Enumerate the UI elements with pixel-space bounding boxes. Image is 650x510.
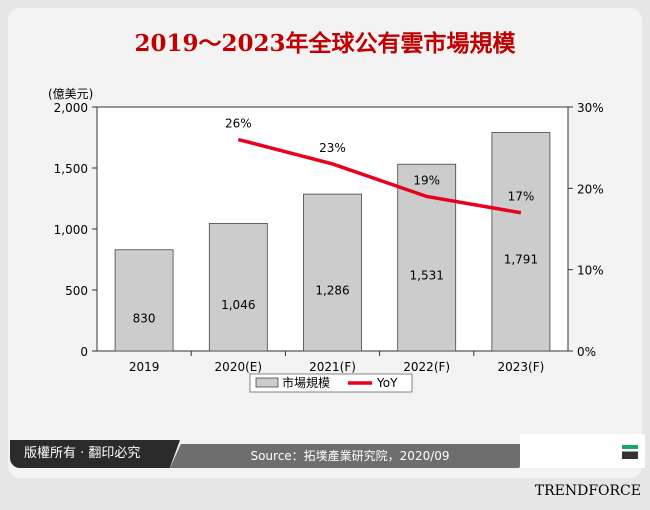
y-tick-label: 1,000 <box>54 223 88 237</box>
y-tick-label: 2,000 <box>54 101 88 115</box>
source: Source：拓墣產業研究院，2020/09 <box>170 444 530 468</box>
y-tick-label: 500 <box>65 284 88 298</box>
yoy-label: 19% <box>413 173 440 187</box>
y2-tick-label: 20% <box>577 182 604 196</box>
x-tick-label: 2022(F) <box>403 360 450 374</box>
x-tick-label: 2020(E) <box>215 360 262 374</box>
copyright: 版權所有 · 翻印必究 <box>10 440 180 468</box>
y2-tick-label: 30% <box>577 101 604 115</box>
x-tick-label: 2023(F) <box>497 360 544 374</box>
yoy-line <box>237 137 522 215</box>
y-axis-unit: (億美元) <box>48 87 93 101</box>
y-tick-label: 0 <box>80 345 88 359</box>
bar <box>303 193 362 352</box>
x-tick-label: 2019 <box>129 360 160 374</box>
chart-svg: (億美元) 0 500 1,000 1,500 2,000 0% 10% 20% 30% 830 20… <box>48 87 604 393</box>
bar-label: 1,791 <box>504 253 538 267</box>
bar-label: 1,046 <box>221 298 255 312</box>
y2-tick-label: 0% <box>577 345 596 359</box>
legend-bar-swatch <box>255 377 279 388</box>
y-tick-label: 1,500 <box>54 162 88 176</box>
yoy-label: 26% <box>225 117 252 131</box>
legend <box>249 373 413 393</box>
legend-line-label: YoY <box>376 376 398 390</box>
bar-label: 1,286 <box>315 284 349 298</box>
footer: 版權所有 · 翻印必究 Source：拓墣產業研究院，2020/09 TREND… <box>10 434 645 499</box>
y2-tick-label: 10% <box>577 264 604 278</box>
bar <box>397 163 457 352</box>
bar <box>491 132 551 352</box>
chart-title: 2019～2023年全球公有雲市場規模 <box>134 30 516 57</box>
x-tick-label: 2021(F) <box>309 360 356 374</box>
bar-label: 830 <box>133 311 156 325</box>
bar-label: 1,531 <box>410 269 444 283</box>
legend-bar-label: 市場規模 <box>282 375 330 390</box>
trendforce-logo-icon <box>622 445 638 459</box>
bar <box>114 249 174 352</box>
bar <box>208 222 268 352</box>
yoy-label: 17% <box>508 190 535 204</box>
yoy-label: 23% <box>319 141 346 155</box>
brand-logo: TRENDFORCE <box>520 434 645 499</box>
